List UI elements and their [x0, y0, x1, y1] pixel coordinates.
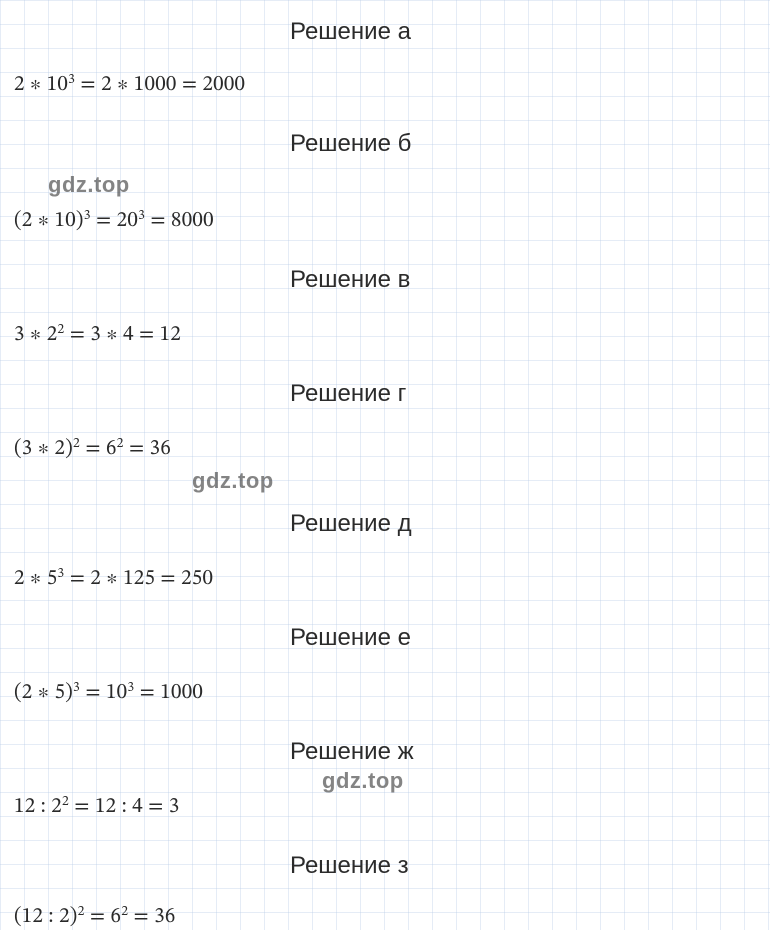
eq-b-exp2: 3 — [138, 210, 145, 223]
eq-z-mid: = 6 — [85, 906, 122, 927]
eq-e-tail: = 1000 — [134, 682, 203, 703]
eq-v-mid: = 3 ∗ 4 = 12 — [64, 324, 181, 345]
heading-z: Решение з — [290, 852, 409, 880]
heading-b: Решение б — [290, 130, 411, 158]
eq-g-tail: = 36 — [124, 438, 171, 459]
eq-e-mid: = 10 — [80, 682, 127, 703]
heading-v: Решение в — [290, 266, 410, 294]
equation-g: (3 ∗ 2)2 = 62 = 36 — [14, 436, 171, 462]
eq-z-tail: = 36 — [128, 906, 175, 927]
equation-b: (2 ∗ 10)3 = 203 = 8000 — [14, 208, 214, 234]
eq-d-mid: = 2 ∗ 125 = 250 — [64, 568, 213, 589]
eq-v-base1: 3 ∗ 2 — [14, 324, 57, 345]
eq-g-exp2: 2 — [117, 438, 124, 451]
watermark-1: gdz.top — [48, 172, 130, 198]
eq-b-exp: 3 — [84, 210, 91, 223]
heading-g: Решение г — [290, 380, 406, 408]
equation-z: (12 : 2)2 = 62 = 36 — [14, 904, 176, 930]
equation-v: 3 ∗ 22 = 3 ∗ 4 = 12 — [14, 322, 181, 348]
eq-d-exp1: 3 — [57, 568, 64, 581]
eq-d-base1: 2 ∗ 5 — [14, 568, 57, 589]
eq-zh-exp1: 2 — [62, 796, 69, 809]
eq-g-open: (3 ∗ 2) — [14, 438, 73, 459]
heading-e: Решение е — [290, 624, 411, 652]
eq-z-exp: 2 — [78, 906, 85, 919]
heading-d: Решение д — [290, 510, 412, 538]
equation-d: 2 ∗ 53 = 2 ∗ 125 = 250 — [14, 566, 213, 592]
eq-zh-mid: = 12 : 4 = 3 — [69, 796, 179, 817]
eq-g-exp: 2 — [73, 438, 80, 451]
eq-e-exp: 3 — [73, 682, 80, 695]
eq-e-exp2: 3 — [127, 682, 134, 695]
watermark-2: gdz.top — [192, 468, 274, 494]
eq-a-exp1: 3 — [68, 74, 75, 87]
heading-a: Решение а — [290, 18, 411, 46]
heading-zh: Решение ж — [290, 738, 414, 766]
eq-v-exp1: 2 — [57, 324, 64, 337]
equation-a: 2 ∗ 103 = 2 ∗ 1000 = 2000 — [14, 72, 245, 98]
equation-zh: 12 : 22 = 12 : 4 = 3 — [14, 794, 180, 820]
eq-z-exp2: 2 — [121, 906, 128, 919]
eq-g-mid: = 6 — [80, 438, 117, 459]
eq-a-base1: 2 ∗ 10 — [14, 74, 68, 95]
eq-z-open: (12 : 2) — [14, 906, 78, 927]
eq-zh-base1: 12 : 2 — [14, 796, 62, 817]
eq-b-tail: = 8000 — [145, 210, 214, 231]
watermark-3: gdz.top — [322, 768, 404, 794]
eq-b-mid: = 20 — [91, 210, 138, 231]
eq-b-open: (2 ∗ 10) — [14, 210, 84, 231]
eq-e-open: (2 ∗ 5) — [14, 682, 73, 703]
equation-e: (2 ∗ 5)3 = 103 = 1000 — [14, 680, 203, 706]
eq-a-mid: = 2 ∗ 1000 = 2000 — [75, 74, 245, 95]
